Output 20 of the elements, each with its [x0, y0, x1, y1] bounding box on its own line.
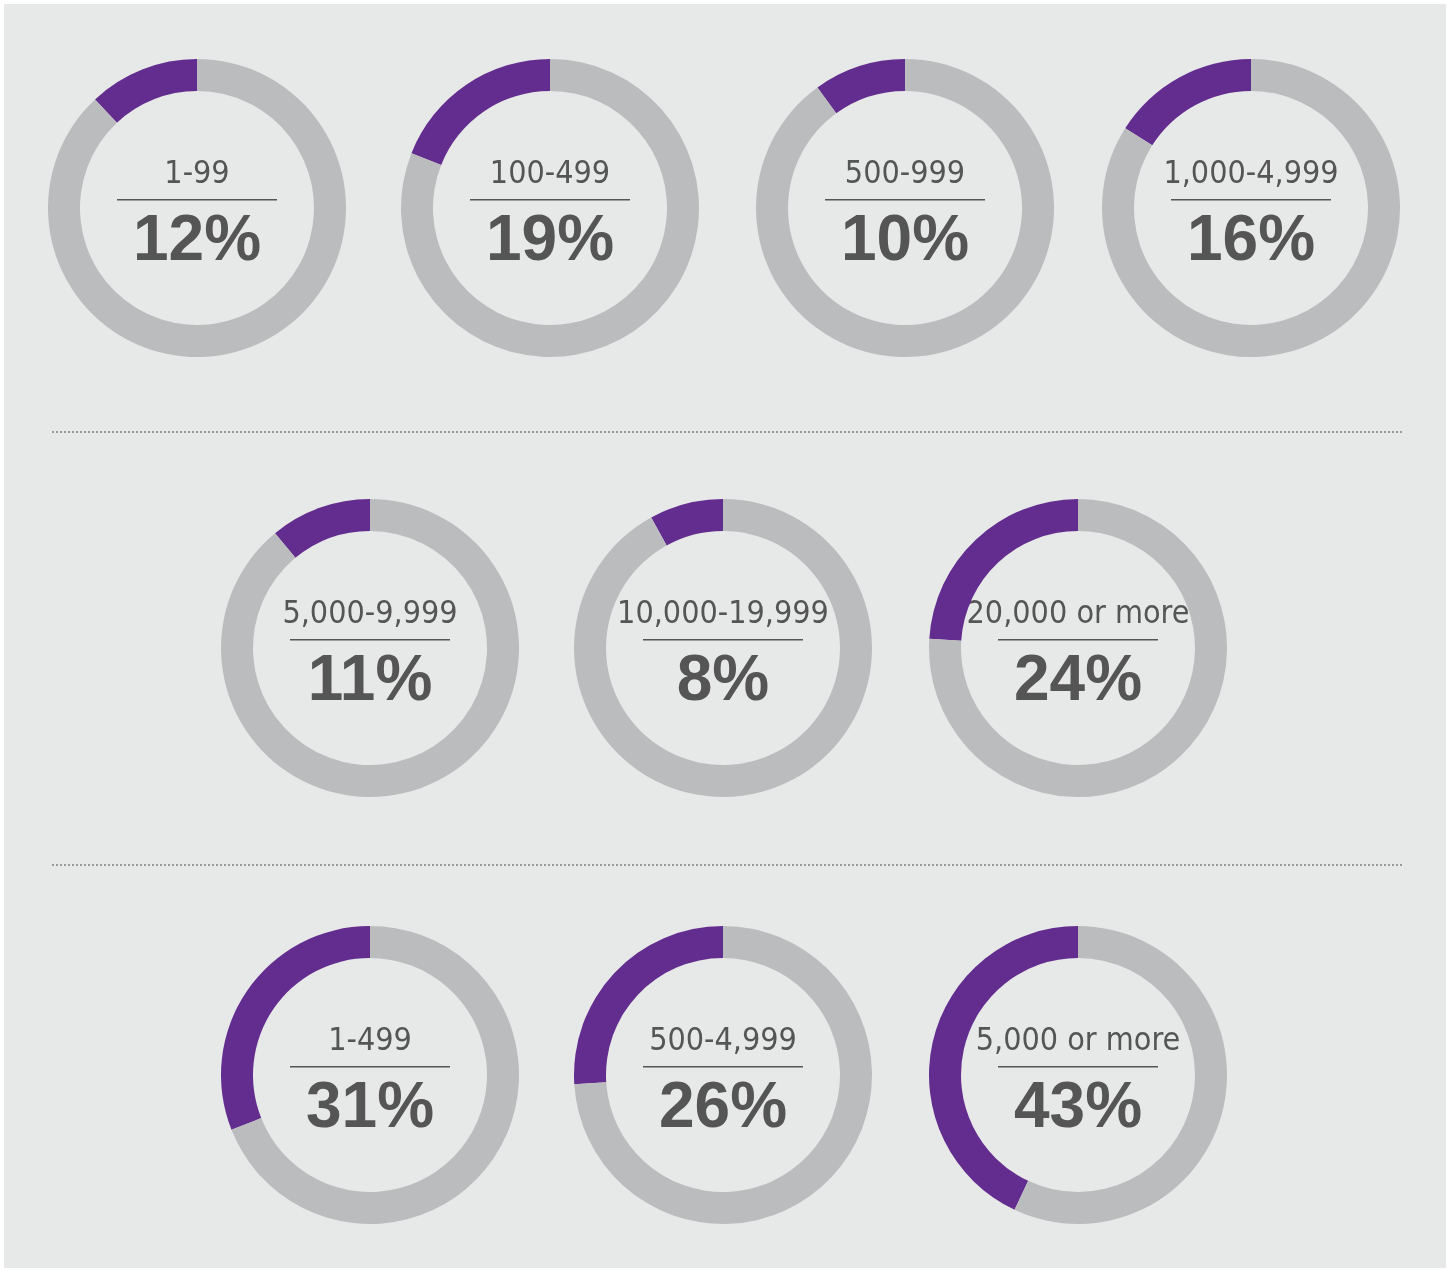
data-label: 10% — [840, 202, 970, 274]
data-label: 43% — [1013, 1069, 1143, 1141]
data-label: 8% — [676, 642, 770, 714]
data-label: 26% — [658, 1069, 788, 1141]
slice-label: 5,000-9,999 — [282, 593, 458, 631]
data-label: 19% — [485, 202, 615, 274]
data-label: 12% — [132, 202, 262, 274]
slice-label: 1-99 — [164, 153, 230, 191]
slice-label: 500-999 — [844, 153, 966, 191]
slice-label: 1-499 — [328, 1020, 412, 1058]
data-label: 24% — [1013, 642, 1143, 714]
data-label: 11% — [307, 642, 433, 714]
data-label: 31% — [305, 1069, 435, 1141]
data-label: 16% — [1186, 202, 1316, 274]
slice-label: 100-499 — [489, 153, 611, 191]
slice-label: 20,000 or more — [966, 593, 1190, 631]
slice-label: 10,000-19,999 — [617, 593, 829, 631]
slice-label: 1,000-4,999 — [1163, 153, 1339, 191]
slice-label: 500-4,999 — [649, 1020, 797, 1058]
slice-label: 5,000 or more — [975, 1020, 1181, 1058]
